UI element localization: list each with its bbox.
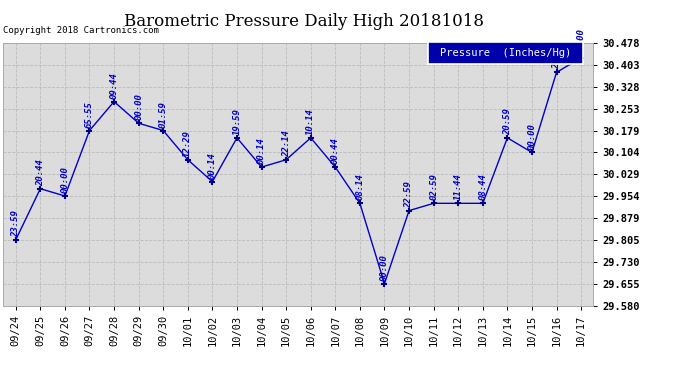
Text: Barometric Pressure Daily High 20181018: Barometric Pressure Daily High 20181018 bbox=[124, 13, 484, 30]
Text: 23:59: 23:59 bbox=[11, 210, 20, 237]
Text: 08:44: 08:44 bbox=[478, 174, 487, 200]
Text: 00:00: 00:00 bbox=[61, 166, 70, 193]
Text: 00:44: 00:44 bbox=[331, 137, 339, 164]
Text: Copyright 2018 Cartronics.com: Copyright 2018 Cartronics.com bbox=[3, 26, 159, 35]
Text: 08:00: 08:00 bbox=[577, 28, 586, 55]
Text: 20:44: 20:44 bbox=[36, 159, 45, 186]
Text: 00:14: 00:14 bbox=[208, 152, 217, 179]
Text: 65:55: 65:55 bbox=[85, 101, 94, 128]
Text: 01:59: 01:59 bbox=[159, 101, 168, 128]
Text: 10:14: 10:14 bbox=[306, 108, 315, 135]
Text: 20:59: 20:59 bbox=[503, 108, 512, 135]
Text: 12:29: 12:29 bbox=[184, 130, 193, 157]
Text: 23:59: 23:59 bbox=[552, 42, 561, 69]
Text: Pressure  (Inches/Hg): Pressure (Inches/Hg) bbox=[440, 48, 571, 58]
Text: 02:59: 02:59 bbox=[429, 174, 438, 200]
Text: 22:59: 22:59 bbox=[404, 181, 413, 208]
Text: 11:44: 11:44 bbox=[454, 174, 463, 200]
Text: 00:00: 00:00 bbox=[527, 123, 536, 150]
Text: 00:00: 00:00 bbox=[134, 93, 143, 120]
Text: 09:44: 09:44 bbox=[110, 72, 119, 99]
Text: 00:14: 00:14 bbox=[257, 137, 266, 164]
Text: 00:00: 00:00 bbox=[380, 254, 389, 281]
Text: 19:59: 19:59 bbox=[233, 108, 241, 135]
Text: 08:14: 08:14 bbox=[355, 174, 364, 200]
Text: 22:14: 22:14 bbox=[282, 130, 290, 157]
